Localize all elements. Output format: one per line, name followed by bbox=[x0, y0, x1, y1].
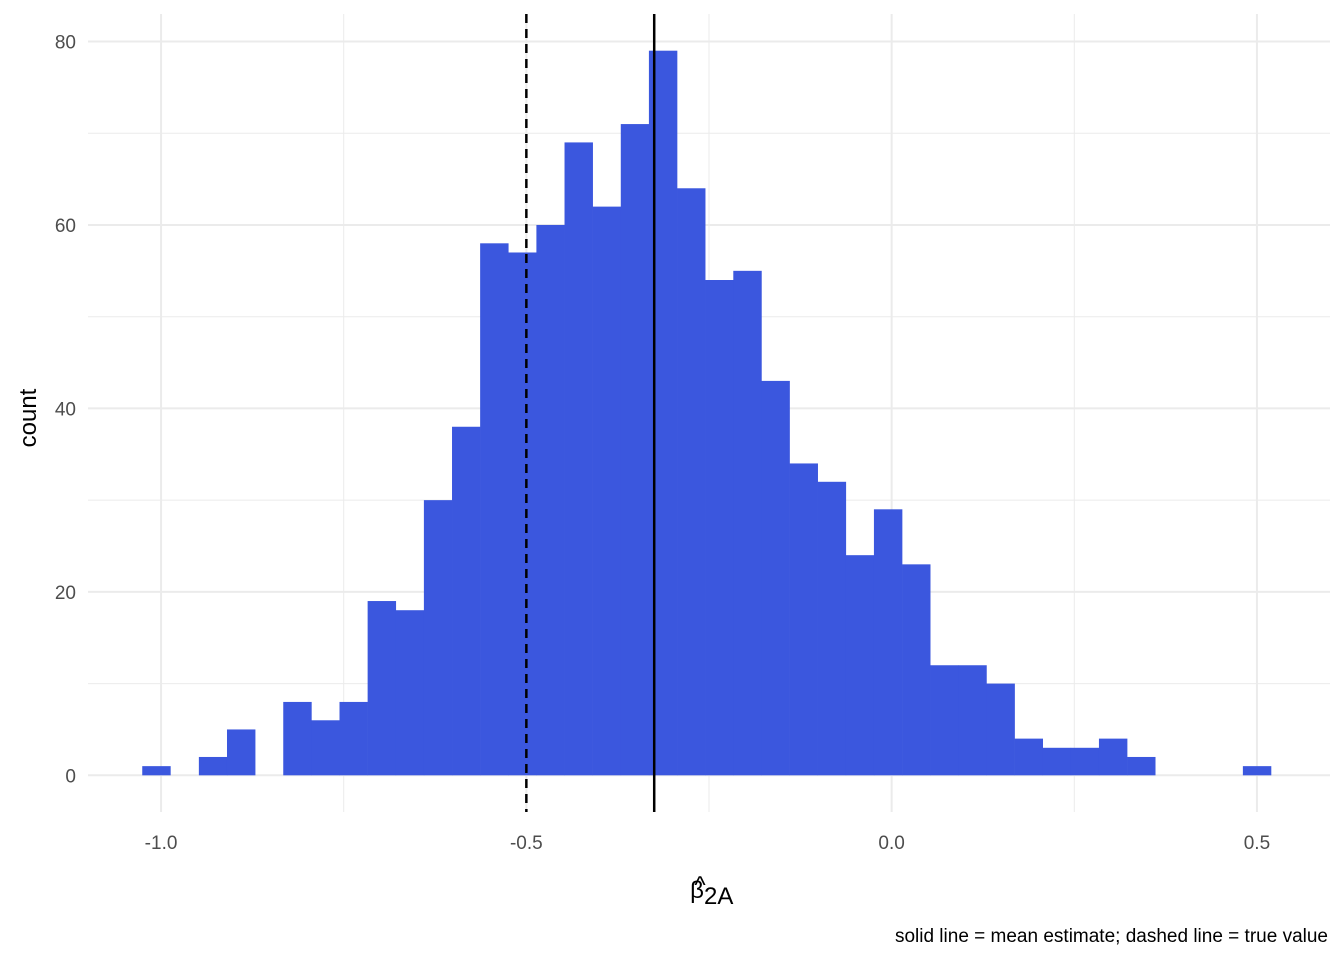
histogram-bar bbox=[142, 766, 171, 776]
histogram-bar bbox=[311, 720, 340, 776]
histogram-bar bbox=[902, 564, 931, 776]
histogram-bar bbox=[564, 142, 593, 776]
histogram-bar bbox=[705, 280, 734, 776]
histogram-bar bbox=[1242, 766, 1272, 776]
histogram-bar bbox=[789, 463, 818, 776]
reference-lines bbox=[525, 14, 656, 812]
x-axis-title-subscript: 2A bbox=[704, 883, 733, 910]
histogram-bar bbox=[1098, 738, 1128, 776]
y-tick-label: 40 bbox=[55, 399, 76, 420]
x-axis-title-hat: ^ bbox=[694, 872, 706, 899]
tick-labels: -1.0 -0.5 0.0 0.5 0 20 40 60 80 bbox=[55, 33, 1270, 854]
histogram-bar bbox=[677, 188, 706, 776]
x-tick-label: 0.0 bbox=[878, 833, 904, 854]
histogram-bar bbox=[873, 509, 903, 776]
histogram-bar bbox=[592, 206, 622, 776]
y-tick-label: 80 bbox=[55, 33, 76, 54]
histogram-bar bbox=[761, 380, 790, 776]
y-tick-label: 20 bbox=[55, 583, 76, 604]
histogram-bar bbox=[1070, 747, 1100, 776]
histogram-bar bbox=[480, 243, 509, 776]
histogram-bar bbox=[930, 665, 959, 776]
histogram-bar bbox=[958, 665, 987, 776]
histogram-bar bbox=[1127, 756, 1156, 776]
histogram-bar bbox=[536, 224, 565, 776]
histogram-bar bbox=[339, 701, 368, 776]
histogram-bar bbox=[1042, 747, 1072, 776]
y-tick-label: 60 bbox=[55, 216, 76, 237]
x-axis-title-symbol: β bbox=[690, 877, 704, 904]
histogram-bar bbox=[1014, 738, 1043, 776]
histogram-bar bbox=[986, 683, 1015, 776]
y-tick-label: 0 bbox=[65, 766, 76, 787]
histogram-bar bbox=[423, 500, 453, 776]
histogram-bar bbox=[817, 481, 847, 776]
x-tick-label: -0.5 bbox=[510, 833, 543, 854]
x-tick-label: 0.5 bbox=[1244, 833, 1270, 854]
y-axis-title: count bbox=[15, 388, 42, 447]
histogram-bar bbox=[367, 601, 397, 776]
histogram-bar bbox=[198, 756, 228, 776]
histogram-bar bbox=[283, 701, 312, 776]
histogram-bar bbox=[395, 610, 425, 776]
histogram-bars bbox=[142, 50, 1272, 776]
histogram-bar bbox=[226, 729, 256, 776]
caption: solid line = mean estimate; dashed line … bbox=[895, 926, 1328, 947]
histogram-bar bbox=[733, 270, 762, 776]
x-tick-label: -1.0 bbox=[145, 833, 178, 854]
histogram-bar bbox=[620, 124, 650, 776]
histogram-bar bbox=[845, 555, 875, 776]
histogram-bar bbox=[452, 426, 481, 776]
histogram-bar bbox=[508, 252, 537, 776]
x-axis-title: ^ β 2A bbox=[690, 872, 733, 910]
